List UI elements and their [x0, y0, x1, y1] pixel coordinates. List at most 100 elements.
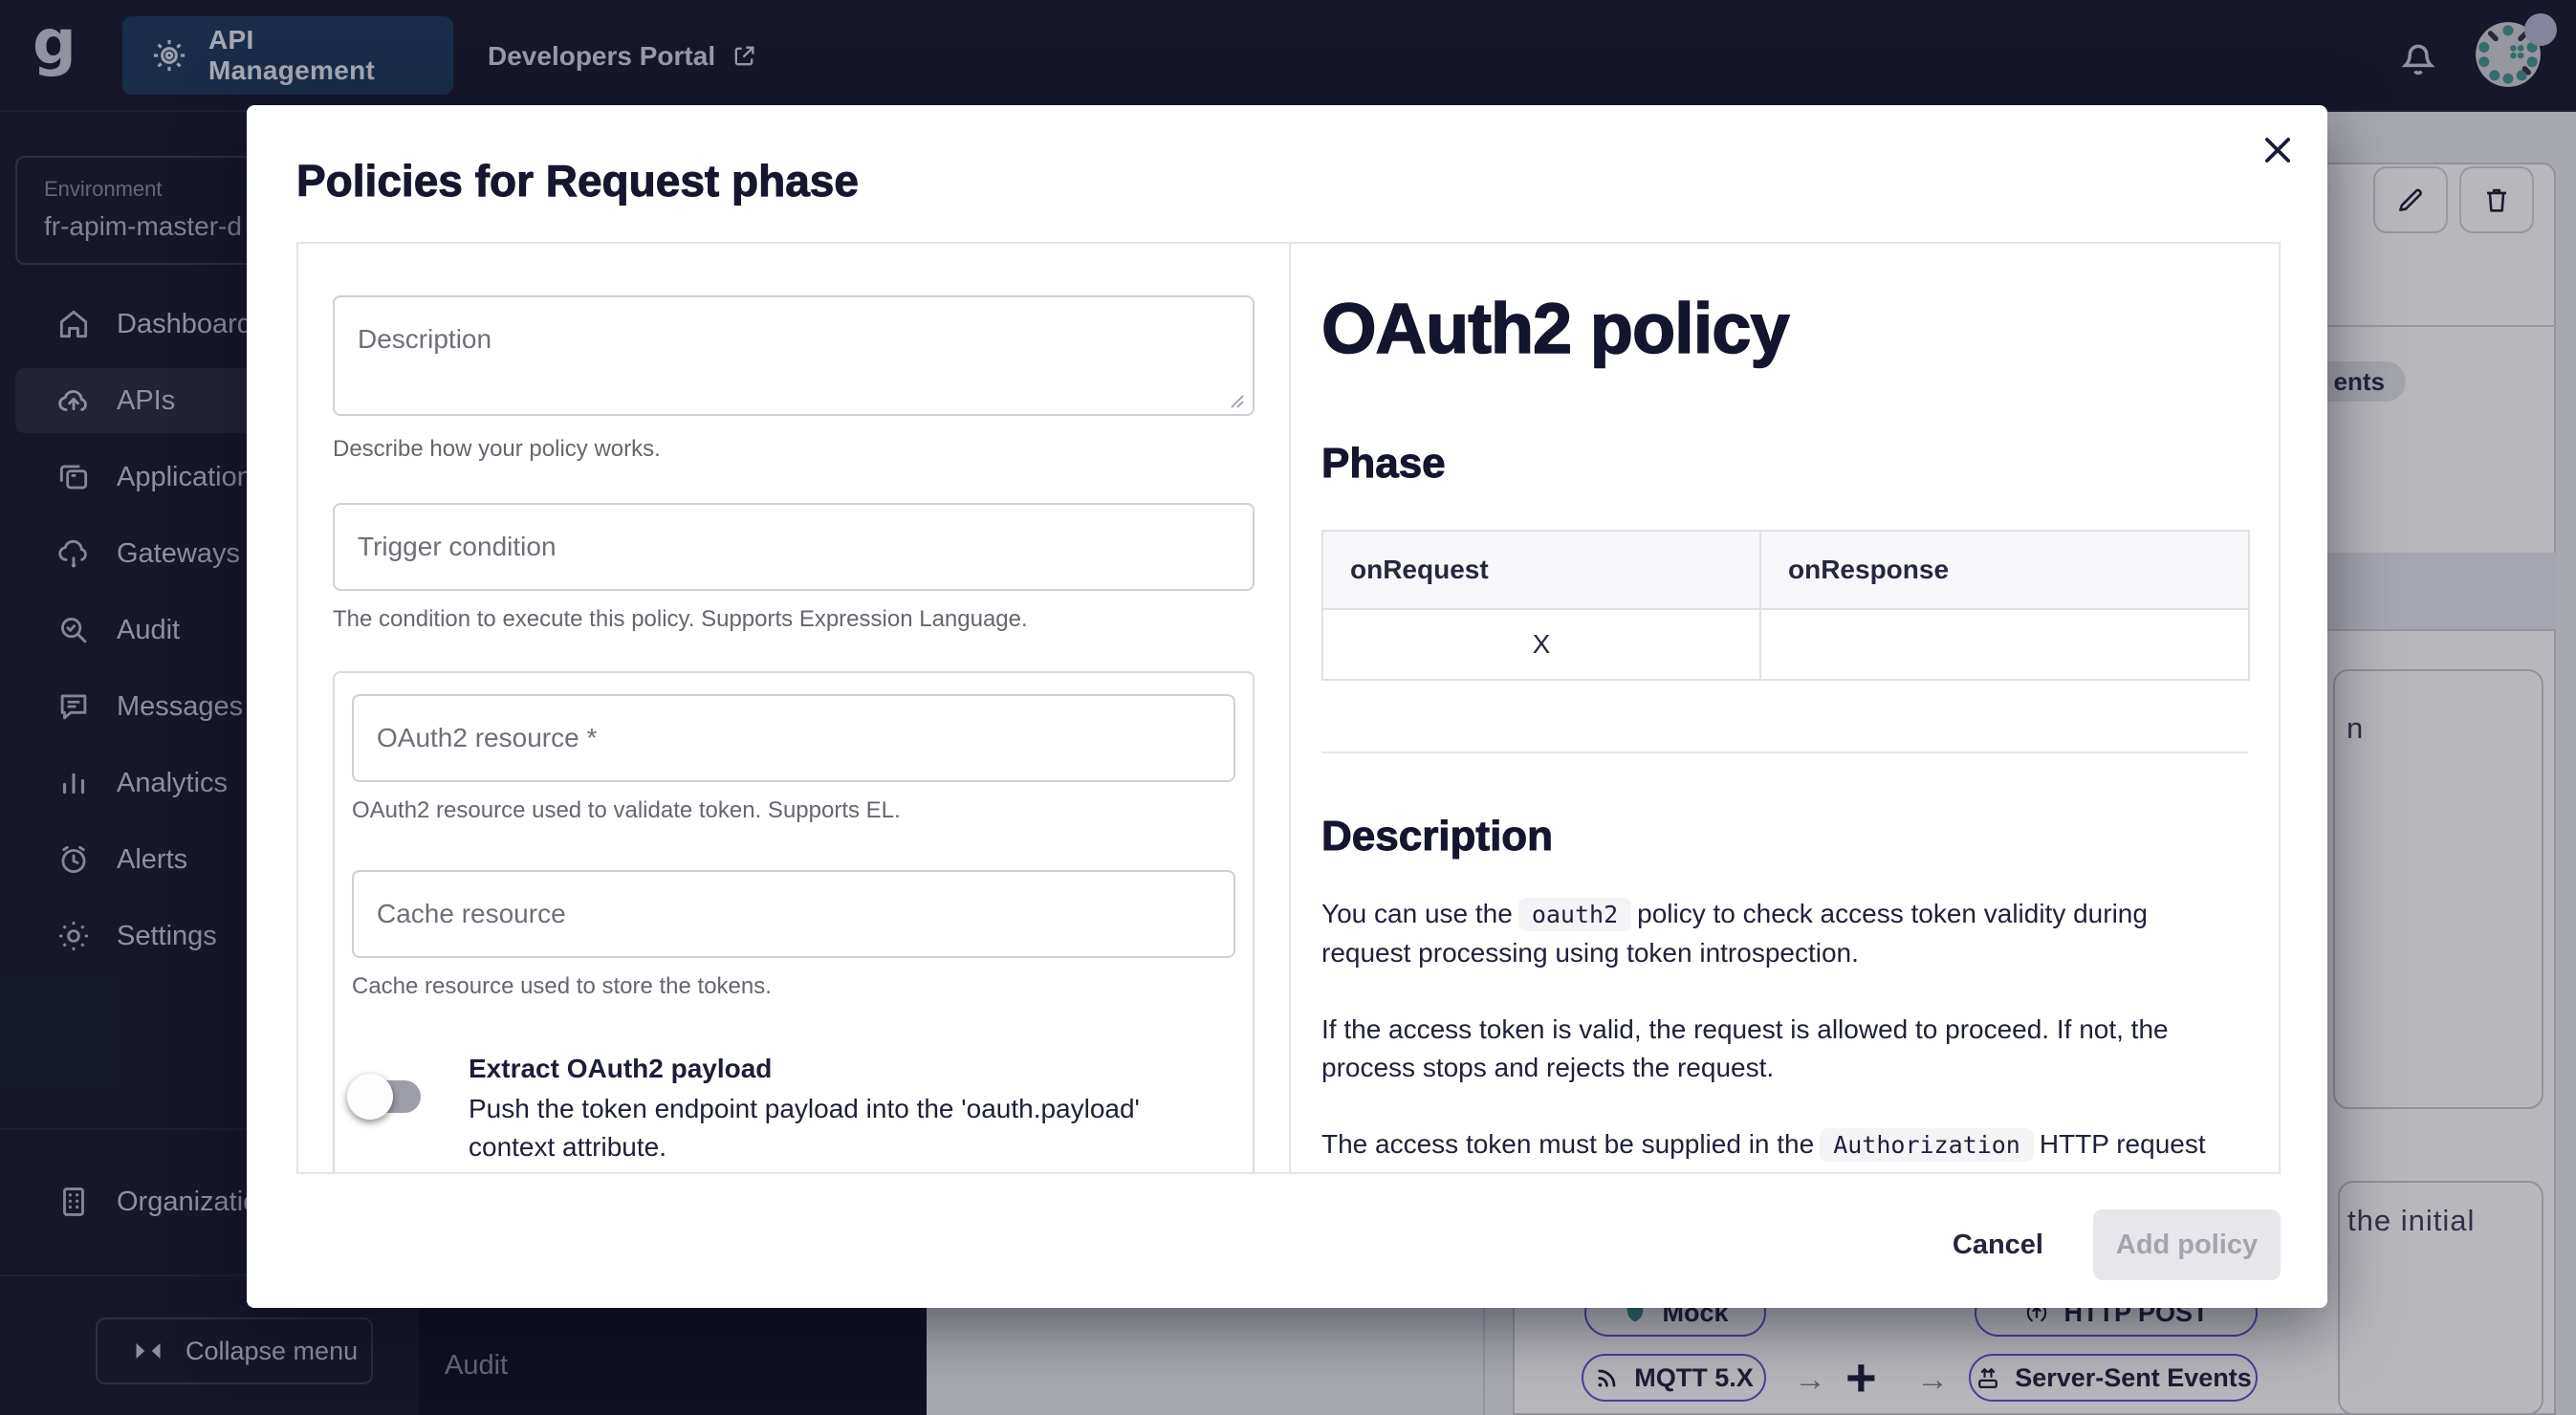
- phase-table: onRequest onResponse X: [1321, 530, 2250, 681]
- developers-portal-link[interactable]: Developers Portal: [488, 0, 757, 112]
- sidebar-item-label: Messages: [117, 690, 244, 722]
- extract-payload-description: Push the token endpoint payload into the…: [469, 1094, 1140, 1162]
- cache-resource-field[interactable]: [352, 870, 1235, 958]
- policy-doc-pane: OAuth2 policy Phase onRequest onResponse…: [1291, 244, 2279, 1172]
- close-icon[interactable]: [2257, 129, 2299, 171]
- sidebar-item-alerts[interactable]: Alerts: [0, 821, 419, 898]
- notifications-bell-icon[interactable]: [2394, 32, 2442, 81]
- avatar-status-dot: [2524, 13, 2557, 46]
- oauth2-resource-field[interactable]: [352, 694, 1235, 782]
- sse-entrypoint-badge[interactable]: Server-Sent Events: [1969, 1354, 2258, 1402]
- top-bar: g API Management Developers Portal: [0, 0, 2576, 112]
- sidebar-item-dashboard[interactable]: Dashboard: [0, 286, 419, 362]
- sidebar-item-messages[interactable]: Messages: [0, 668, 419, 745]
- toggle-knob: [347, 1074, 393, 1120]
- home-icon: [55, 306, 92, 342]
- doc-divider: [1321, 751, 2248, 753]
- developers-portal-label: Developers Portal: [488, 40, 716, 71]
- resize-handle-icon[interactable]: [1230, 394, 1245, 409]
- flow-arrow-icon: →: [1916, 1361, 1949, 1398]
- phase-table-header: onResponse: [1759, 530, 2250, 610]
- sidebar-nav: Dashboard APIs Applications Gateways Aud…: [0, 286, 419, 974]
- description-heading: Description: [1321, 813, 1554, 860]
- mqtt-endpoint-badge[interactable]: MQTT 5.X: [1582, 1354, 1766, 1402]
- add-policy-button[interactable]: Add policy: [2093, 1209, 2281, 1280]
- description-hint: Describe how your policy works.: [333, 436, 661, 462]
- sidebar-item-label: Settings: [117, 920, 217, 951]
- environment-value: fr-apim-master-d: [44, 211, 242, 241]
- sidebar-item-gateways[interactable]: Gateways: [0, 515, 419, 592]
- settings-gear-icon: [55, 918, 92, 954]
- doc-paragraph: If the access token is valid, the reques…: [1321, 1014, 2169, 1082]
- sidebar-item-label: Applications: [117, 461, 267, 492]
- doc-title: OAuth2 policy: [1321, 288, 1790, 369]
- alarm-clock-icon: [55, 841, 92, 878]
- sidebar-item-label: Gateways: [117, 537, 240, 569]
- inline-code: Authorization: [1820, 1128, 2034, 1162]
- extract-payload-row: Extract OAuth2 payload Push the token en…: [347, 1054, 1235, 1166]
- environment-select[interactable]: Environment fr-apim-master-d: [15, 156, 394, 265]
- api-management-switcher[interactable]: API Management: [122, 16, 453, 95]
- policy-form-pane: Describe how your policy works. The cond…: [298, 244, 1291, 1172]
- sidebar-item-label: APIs: [117, 384, 176, 416]
- sidebar-item-analytics[interactable]: Analytics: [0, 745, 419, 821]
- doc-paragraph: The access token must be supplied in the…: [1321, 1125, 2250, 1172]
- sidebar-item-label: Alerts: [117, 843, 188, 875]
- background-inner-card: the initial: [2338, 1181, 2543, 1415]
- dialog-title: Policies for Request phase: [296, 156, 860, 207]
- sidebar-item-label: Analytics: [117, 767, 229, 798]
- oauth2-resource-hint: OAuth2 resource used to validate token. …: [352, 797, 901, 823]
- collapse-menu-button[interactable]: Collapse menu: [96, 1317, 373, 1384]
- description-field[interactable]: [333, 295, 1255, 416]
- background-inner-card: n: [2333, 669, 2543, 1109]
- organization-icon: [55, 1184, 92, 1220]
- gear-icon: [149, 35, 189, 76]
- cancel-button[interactable]: Cancel: [1952, 1229, 2043, 1260]
- oauth2-config-card: OAuth2 resource used to validate token. …: [333, 671, 1255, 1172]
- inline-code: oauth2: [1517, 898, 1632, 931]
- clipped-text-fragment: the initial: [2347, 1204, 2476, 1237]
- messages-icon: [55, 688, 92, 725]
- gravitee-logo[interactable]: g: [33, 8, 76, 78]
- sidebar-item-audit[interactable]: Audit: [0, 592, 419, 668]
- doc-paragraph: You can use the oauth2 policy to check acc…: [1321, 898, 2148, 968]
- applications-icon: [55, 459, 92, 495]
- phase-heading: Phase: [1321, 440, 1447, 488]
- sidebar-item-label: Dashboard: [117, 308, 252, 339]
- trigger-condition-hint: The condition to execute this policy. Su…: [333, 606, 1028, 632]
- audit-search-icon: [55, 612, 92, 648]
- external-link-icon: [731, 43, 757, 70]
- delete-button[interactable]: [2459, 166, 2534, 233]
- server-sent-events-icon: [1975, 1364, 2001, 1391]
- rss-icon: [1594, 1364, 1621, 1391]
- api-submenu-audit[interactable]: Audit: [445, 1350, 509, 1381]
- trigger-condition-field[interactable]: [333, 503, 1255, 591]
- cloud-upload-icon: [55, 382, 92, 419]
- add-flow-button[interactable]: +: [1845, 1347, 1877, 1407]
- flow-arrow-icon: →: [1794, 1361, 1826, 1398]
- edit-button[interactable]: [2373, 166, 2448, 233]
- bar-chart-icon: [55, 765, 92, 801]
- phase-table-cell: [1759, 608, 2250, 681]
- dialog-body: Describe how your policy works. The cond…: [296, 242, 2281, 1174]
- cache-resource-hint: Cache resource used to store the tokens.: [352, 973, 772, 999]
- sidebar-item-label: Audit: [117, 614, 181, 645]
- api-management-label: API Management: [208, 25, 376, 85]
- extract-payload-toggle[interactable]: [347, 1074, 421, 1120]
- sidebar-item-applications[interactable]: Applications: [0, 439, 419, 515]
- collapse-icon: [134, 1340, 163, 1361]
- sidebar-divider: [0, 1128, 419, 1130]
- avatar[interactable]: [2475, 21, 2542, 88]
- environment-label: Environment: [44, 177, 163, 201]
- dialog-footer: Cancel Add policy: [1953, 1207, 2281, 1283]
- phase-table-header: onRequest: [1321, 530, 1761, 610]
- cloud-gateway-icon: [55, 535, 92, 572]
- collapse-menu-label: Collapse menu: [186, 1336, 359, 1365]
- sidebar-divider: [0, 1274, 419, 1276]
- policies-dialog: Policies for Request phase Describe how …: [247, 105, 2327, 1308]
- clipped-text-fragment: n: [2347, 711, 2365, 745]
- sidebar-item-settings[interactable]: Settings: [0, 898, 419, 974]
- extract-payload-label: Extract OAuth2 payload: [469, 1054, 773, 1083]
- phase-table-cell: X: [1321, 608, 1761, 681]
